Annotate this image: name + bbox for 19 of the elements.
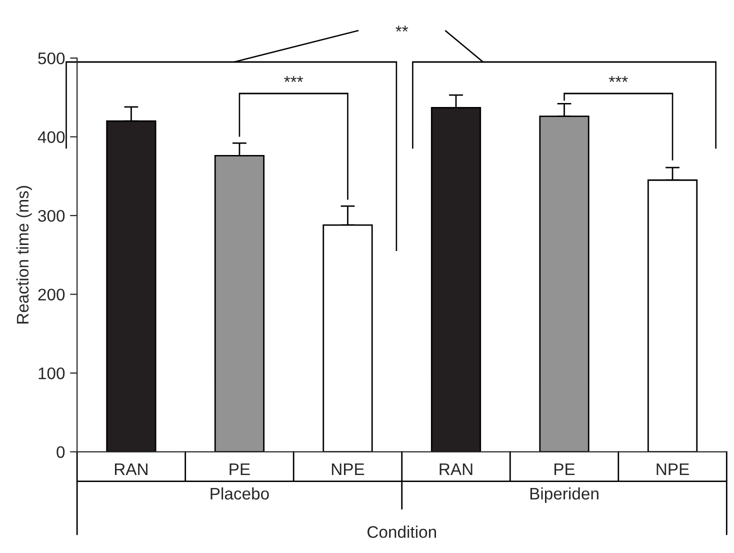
x-tick-label: RAN [440, 464, 472, 475]
y-tick-label: 0 [56, 446, 65, 458]
text: Biperiden [530, 487, 598, 503]
x-tick-label: NPE [656, 464, 689, 475]
annotation: *** [284, 76, 304, 82]
y-tick-label: 400 [38, 131, 65, 144]
annotation: *** [608, 76, 628, 82]
text: Placebo [210, 487, 269, 500]
x-tick-label: RAN [114, 464, 148, 475]
y-tick-label: 100 [38, 367, 65, 380]
text: ** [396, 26, 408, 32]
y-tick-label: 200 [38, 288, 65, 301]
y-tick-label: 500 [38, 52, 65, 64]
y-tick-label: 300 [38, 210, 65, 222]
y-axis-title: Reaction time (ms) [16, 186, 32, 324]
x-tick-label: NPE [332, 464, 364, 475]
x-tick-label: PE [554, 464, 575, 475]
x-tick-label: PE [230, 464, 250, 475]
x-axis-title: Condition [368, 526, 436, 538]
